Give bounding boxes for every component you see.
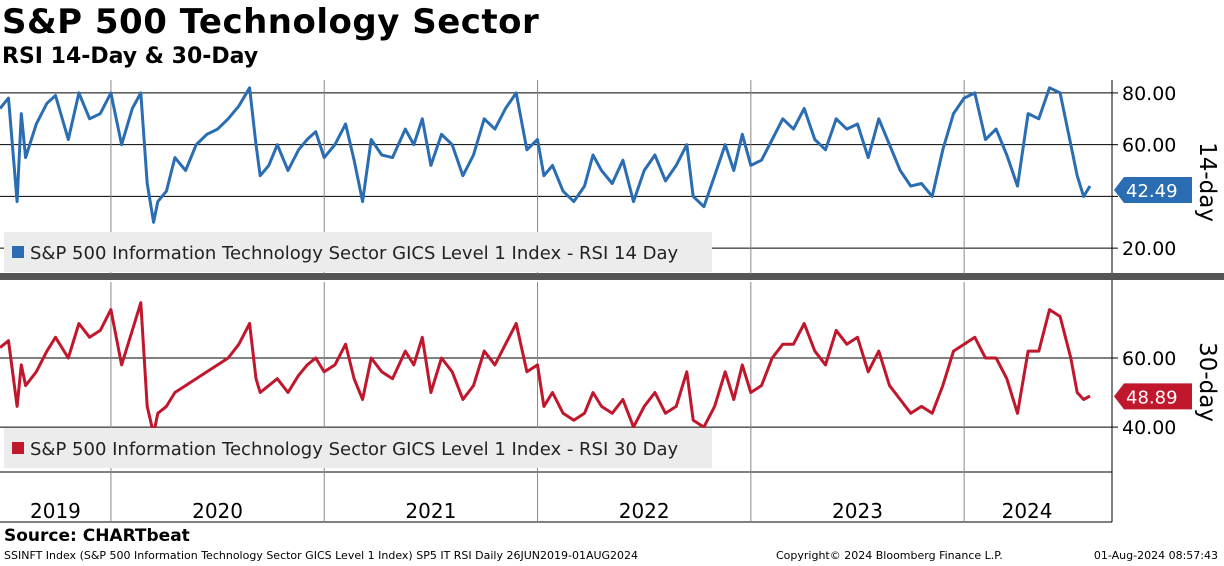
page-title: S&P 500 Technology Sector	[2, 2, 540, 42]
timestamp: 01-Aug-2024 08:57:43	[1093, 549, 1218, 562]
legend-swatch	[12, 442, 24, 454]
security-description: SSINFT Index (S&P 500 Information Techno…	[4, 549, 639, 562]
page-subtitle: RSI 14-Day & 30-Day	[2, 44, 259, 69]
y-tick-label: 60.00	[1122, 135, 1176, 157]
legend-layer: S&P 500 Information Technology Sector GI…	[4, 232, 712, 468]
y-tick-label: 40.00	[1122, 417, 1176, 439]
legend-box	[4, 232, 712, 272]
series-layer	[0, 86, 1092, 436]
source-note: Source: CHARTbeat	[4, 526, 190, 546]
legend-swatch	[12, 246, 24, 258]
series-line-rsi30	[0, 301, 1091, 436]
grid-layer	[0, 80, 1224, 522]
x-tick-label: 2019	[30, 499, 81, 523]
y-tick-label: 20.00	[1122, 238, 1176, 260]
last-value-label: 42.49	[1126, 181, 1178, 202]
x-tick-label: 2020	[192, 499, 243, 523]
series-line-rsi14	[0, 86, 1092, 224]
side-label: 14-day	[1194, 142, 1220, 222]
axis-layer: 80.00 60.00 20.00 42.49 14-day 60.00 40.00 48.8…	[0, 83, 1220, 523]
legend-label: S&P 500 Information Technology Sector GI…	[30, 439, 679, 460]
x-tick-label: 2021	[405, 499, 456, 523]
x-tick-label: 2023	[832, 499, 883, 523]
last-value-label: 48.89	[1126, 387, 1178, 408]
last-value-tag	[1114, 176, 1192, 203]
y-tick-label: 60.00	[1122, 348, 1176, 370]
x-tick-label: 2022	[619, 499, 670, 523]
legend-box	[4, 428, 712, 468]
y-tick-label: 80.00	[1122, 83, 1176, 105]
x-tick-label: 2024	[1002, 499, 1053, 523]
side-label: 30-day	[1194, 342, 1220, 422]
panel-separator	[0, 273, 1224, 280]
copyright-notice: Copyright© 2024 Bloomberg Finance L.P.	[776, 549, 1003, 562]
last-value-tag	[1114, 383, 1192, 410]
legend-label: S&P 500 Information Technology Sector GI…	[30, 243, 679, 264]
